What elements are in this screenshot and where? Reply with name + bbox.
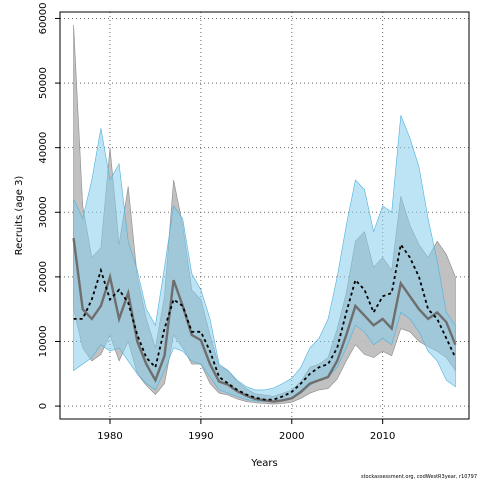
y-tick-label: 10000 [38, 326, 49, 358]
x-axis-title: Years [250, 458, 277, 469]
x-tick-label: 1980 [97, 431, 122, 442]
y-axis-title: Recruits (age 3) [14, 176, 25, 256]
series-line-dashed-black [73, 242, 457, 401]
y-tick-label: 20000 [38, 261, 49, 293]
confidence-bands [73, 24, 456, 405]
x-axis: 1980 1990 2000 2010 [97, 419, 395, 442]
x-tick-label: 2010 [370, 431, 395, 442]
confidence-band-blue [73, 115, 456, 402]
y-tick-label: 40000 [38, 132, 49, 164]
source-footer: stockassessment.org, codWestR3year, r107… [361, 474, 477, 480]
y-tick-label: 60000 [38, 3, 49, 35]
plot-frame [59, 11, 470, 420]
y-tick-label: 50000 [38, 67, 49, 99]
data-lines [72, 237, 457, 403]
x-tick-label: 2000 [279, 431, 304, 442]
y-tick-label: 0 [38, 403, 49, 409]
y-tick-label: 30000 [38, 196, 49, 228]
y-axis: 0 10000 20000 30000 40000 50000 60000 [38, 3, 60, 409]
x-tick-label: 1990 [188, 431, 213, 442]
